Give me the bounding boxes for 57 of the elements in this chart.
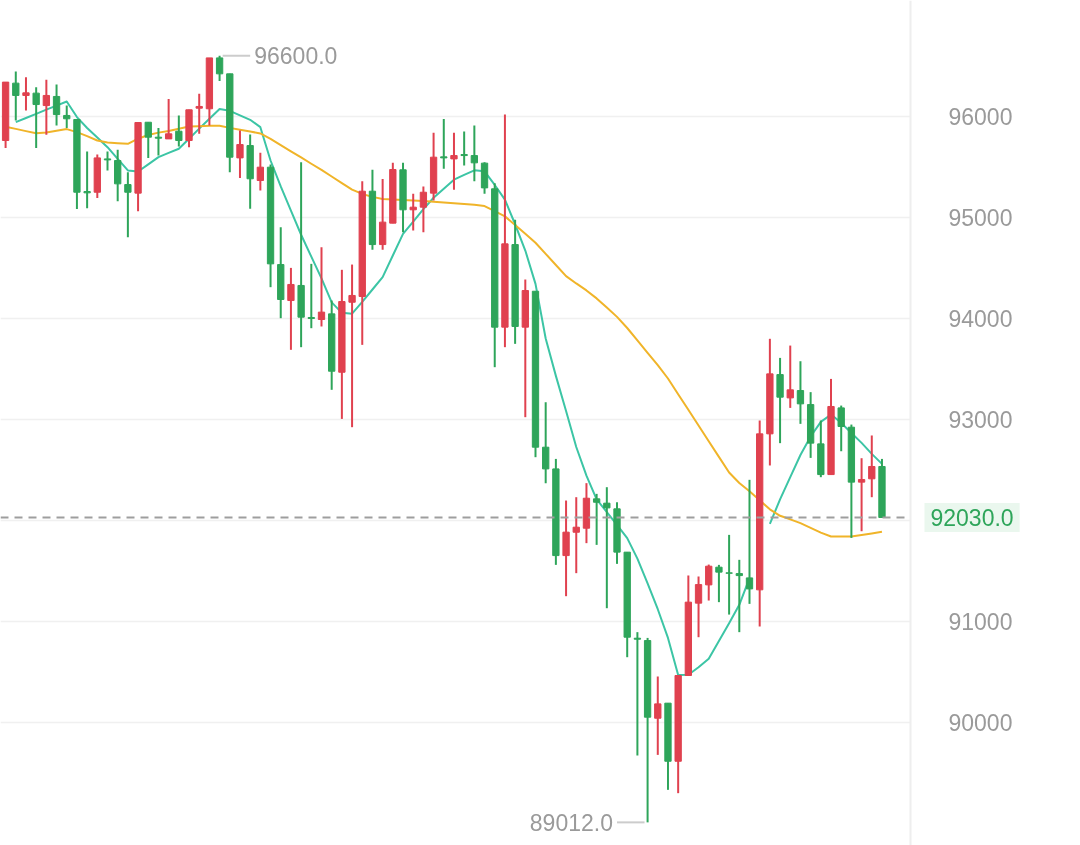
candlestick [715,563,723,604]
candlestick [83,150,91,210]
candlestick [164,97,173,140]
candlestick [633,631,642,757]
candlestick [562,499,570,598]
candlestick [409,192,417,232]
candlestick [542,401,550,485]
candlestick [195,92,203,135]
y-tick-label: 91000 [948,609,1013,636]
y-tick-label: 95000 [948,204,1013,231]
candlestick [572,496,580,575]
candlestick [776,356,784,445]
candlestick [735,558,743,634]
candlestick [317,246,326,328]
candlestick [460,130,468,167]
candlestick [786,344,794,409]
candlestick [175,114,183,148]
y-tick-label: 94000 [948,306,1013,332]
candlestick [592,492,601,546]
candlestick [307,262,315,330]
candlestick [144,121,152,159]
candlestick [12,70,20,122]
candlestick [124,171,132,239]
candlestick [745,478,754,605]
candlestick [256,151,265,192]
candlestick [796,360,805,425]
candlestick [837,404,845,453]
annotation: 89012.0 [529,809,613,836]
candlestick [419,185,428,234]
candlestick [154,126,163,157]
candlestick [114,148,122,203]
candlestick [857,457,866,533]
candlestick [103,150,112,172]
candlestick [450,131,458,191]
candlestick [348,263,356,429]
candlestick [603,486,611,610]
ref-line-label: 92030.0 [930,505,1014,531]
y-tick-label: 96000 [948,103,1013,130]
candlestick [63,104,71,129]
candlestick [287,266,295,351]
candlestick [236,129,244,179]
candlestick [868,434,876,499]
candlestick [215,54,224,83]
y-tick-label: 93000 [948,407,1013,434]
annotation: 96600.0 [254,43,338,70]
y-tick-label: 90000 [948,710,1013,737]
candlestick [654,675,662,756]
candlestick [694,575,703,639]
candlestick [440,117,448,170]
candlestick [378,177,387,251]
candlestick [725,533,733,616]
candlestick [32,86,40,149]
candlestick [470,124,479,183]
candlestick [42,78,51,136]
candlestick [705,563,713,602]
candlestick [22,76,30,112]
candlestick [52,83,61,127]
